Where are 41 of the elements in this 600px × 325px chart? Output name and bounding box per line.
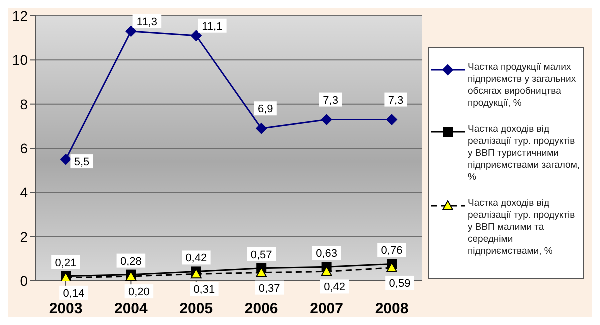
data-label: 0,14 — [63, 288, 85, 300]
data-label: 0,76 — [381, 245, 403, 258]
data-label: 0,42 — [186, 252, 208, 265]
data-label: 0,42 — [324, 282, 346, 294]
point — [321, 114, 332, 126]
point — [126, 26, 137, 37]
legend-label: Частка доходів від реалізації тур. продуктів у ВВП малими та середніми підприємствами, % — [468, 198, 576, 258]
y-tick-label: 2 — [20, 228, 28, 245]
data-label: 0,21 — [55, 257, 77, 270]
data-label: 11,3 — [136, 16, 158, 28]
data-label: 11,1 — [202, 20, 223, 33]
x-tick-label: 2004 — [114, 300, 149, 318]
data-label: 0,20 — [128, 286, 150, 299]
y-tick-label: 6 — [20, 140, 28, 156]
point — [60, 154, 72, 166]
data-label: 0,31 — [194, 284, 216, 296]
x-tick-label: 2007 — [310, 300, 344, 318]
point — [190, 30, 202, 42]
x-tick-label: 2005 — [180, 300, 214, 318]
legend-label: Частка доходів від реалізації тур. продуктів у ВВП туристичними підприємствами загалом, % — [468, 124, 581, 184]
point — [256, 123, 268, 134]
point — [386, 114, 398, 126]
data-label: 0,37 — [258, 282, 280, 295]
data-label: 0,63 — [316, 248, 338, 260]
data-label: 6,9 — [258, 104, 274, 116]
x-tick-label: 2006 — [244, 300, 278, 318]
y-tick-label: 10 — [12, 52, 28, 68]
y-tick-label: 12 — [12, 8, 28, 24]
data-label: 7,3 — [323, 94, 338, 107]
x-tick-label: 2003 — [49, 300, 83, 318]
data-label: 7,3 — [388, 94, 404, 107]
data-label: 0,28 — [120, 256, 142, 268]
data-label: 5,5 — [74, 156, 90, 169]
point — [321, 266, 332, 276]
legend-label: Частка продукції малих підприємств у загальних обсягах виробництва продукції, % — [468, 62, 578, 110]
y-tick-label: 0 — [20, 272, 28, 289]
data-label: 0,59 — [389, 278, 411, 290]
y-tick-label: 8 — [20, 96, 28, 112]
y-tick-label: 4 — [20, 184, 28, 201]
x-tick-label: 2008 — [375, 300, 409, 318]
data-label: 0,57 — [250, 249, 272, 262]
